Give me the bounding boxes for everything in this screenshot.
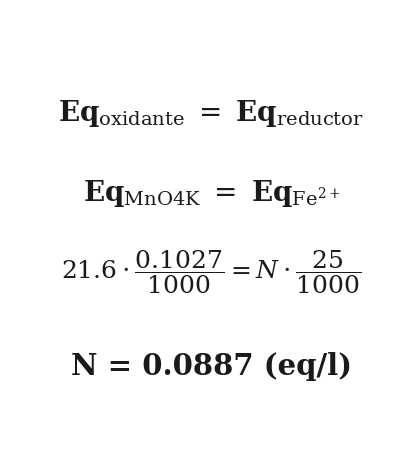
Text: $\mathbf{Eq}_{\mathrm{MnO4K}}\ =\ \mathbf{Eq}_{\mathrm{Fe}^{2+}}$: $\mathbf{Eq}_{\mathrm{MnO4K}}\ =\ \mathb… bbox=[82, 177, 340, 209]
Text: N = 0.0887 (eq/l): N = 0.0887 (eq/l) bbox=[70, 351, 352, 380]
Text: $\mathbf{Eq}_{\mathrm{oxidante}}\ =\ \mathbf{Eq}_{\mathrm{reductor}}$: $\mathbf{Eq}_{\mathrm{oxidante}}\ =\ \ma… bbox=[58, 98, 364, 129]
Text: $21.6 \cdot \dfrac{0.1027}{1000} = N \cdot \dfrac{25}{1000}$: $21.6 \cdot \dfrac{0.1027}{1000} = N \cd… bbox=[61, 249, 361, 296]
